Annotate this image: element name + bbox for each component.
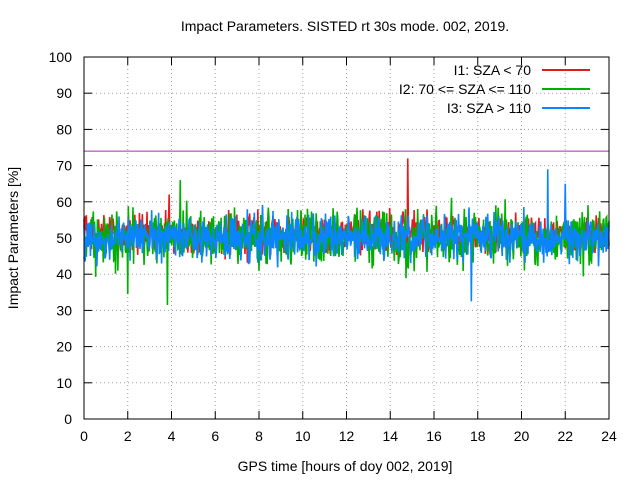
y-tick-label: 100 [49,49,73,65]
legend-label-3: I3: SZA > 110 [447,100,531,116]
x-tick-label: 12 [339,428,355,444]
y-tick-label: 60 [56,194,72,210]
y-tick-label: 50 [56,230,72,246]
plot-frame [83,56,610,420]
y-tick-label: 40 [56,266,72,282]
y-tick-label: 0 [64,411,72,427]
series-line-3 [83,169,610,302]
y-tick-label: 90 [56,85,72,101]
x-tick-label: 6 [211,428,219,444]
y-tick-label: 20 [56,339,72,355]
legend: I1: SZA < 70 I2: 70 <= SZA <= 110 I3: SZA … [399,62,590,116]
x-tick-label: 10 [295,428,311,444]
x-tick-label: 2 [124,428,132,444]
series-layer [83,158,610,305]
series-line-2 [83,180,610,305]
x-tick-label: 8 [255,428,263,444]
x-tick-label: 14 [382,428,398,444]
legend-label-1: I1: SZA < 70 [454,62,532,78]
y-tick-label: 80 [56,121,72,137]
x-axis-ticks: 0 2 4 6 8 10 12 14 16 18 20 22 24 [80,57,617,444]
x-tick-label: 24 [601,428,617,444]
x-tick-label: 20 [514,428,530,444]
x-tick-label: 22 [557,428,573,444]
x-tick-label: 16 [426,428,442,444]
legend-label-2: I2: 70 <= SZA <= 110 [399,81,531,97]
chart-title: Impact Parameters. SISTED rt 30s mode. 0… [181,18,509,34]
x-tick-label: 0 [80,428,88,444]
x-tick-label: 18 [470,428,486,444]
y-tick-label: 10 [56,375,72,391]
y-axis-label: Impact Parameters [%] [5,167,21,309]
x-axis-label: GPS time [hours of doy 002, 2019] [238,458,453,474]
y-axis-ticks: 0 10 20 30 40 50 60 70 80 90 100 [49,49,609,427]
x-tick-label: 4 [168,428,176,444]
y-tick-label: 70 [56,158,72,174]
y-tick-label: 30 [56,302,72,318]
